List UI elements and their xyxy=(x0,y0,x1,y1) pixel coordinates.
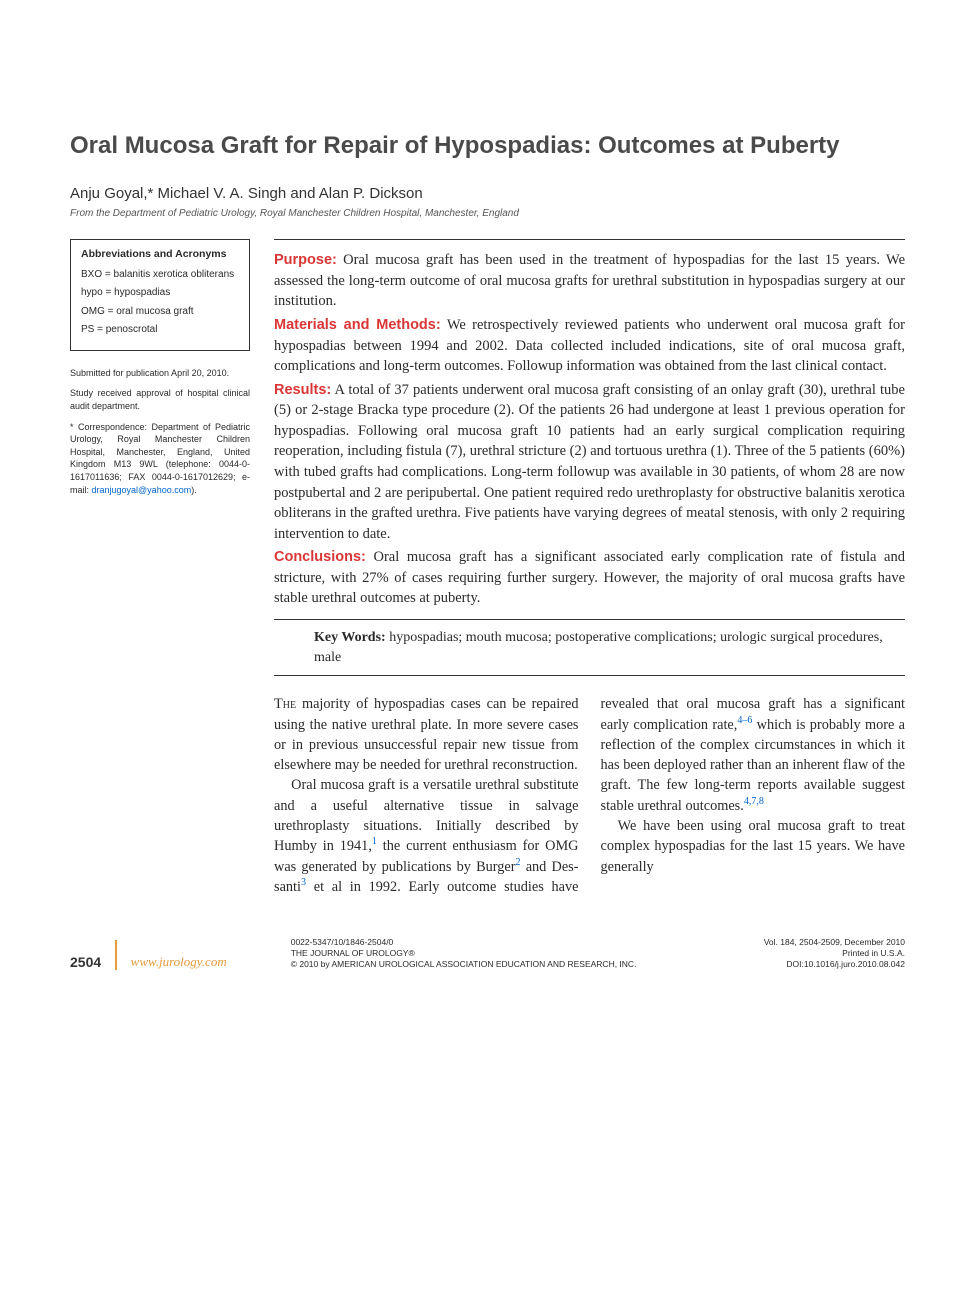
correspondence-text-post: ). xyxy=(191,485,197,495)
ref-4-6[interactable]: 4–6 xyxy=(737,715,752,726)
body-text: The majority of hypospadias cases can be… xyxy=(274,694,905,897)
body-p2c: and Des- xyxy=(521,859,579,875)
page-footer: 2504 www.jurology.com 0022-5347/10/1846-… xyxy=(70,937,905,970)
abbreviations-box: Abbreviations and Acronyms BXO = balanit… xyxy=(70,239,250,351)
conclusions-label: Conclusions: xyxy=(274,549,366,565)
purpose-text: Oral mucosa graft has been used in the t… xyxy=(274,252,905,309)
results-label: Results: xyxy=(274,382,331,398)
approval-note: Study received approval of hospital clin… xyxy=(70,387,250,412)
authors: Anju Goyal,* Michael V. A. Singh and Ala… xyxy=(70,185,905,202)
abstract-top-rule xyxy=(274,239,905,240)
abbrev-item: BXO = balanitis xerotica obliterans xyxy=(81,268,239,282)
body-p2d: santi xyxy=(274,879,301,895)
correspondence-note: * Correspondence: Department of Pediatri… xyxy=(70,421,250,497)
abbrev-heading: Abbreviations and Acronyms xyxy=(81,248,239,262)
methods-label: Materials and Methods: xyxy=(274,317,441,333)
footer-center: 0022-5347/10/1846-2504/0 THE JOURNAL OF … xyxy=(241,937,750,970)
body-p1-rest: majority of hypospadias cases can be rep… xyxy=(274,696,579,773)
results-text: A total of 37 patients underwent oral mu… xyxy=(274,382,905,542)
correspondence-email-link[interactable]: dranjugoyal@yahoo.com xyxy=(92,485,192,495)
footer-divider xyxy=(115,940,117,970)
keywords-bottom-rule xyxy=(274,675,905,676)
keywords-label: Key Words: xyxy=(314,630,386,645)
abstract-methods: Materials and Methods: We retrospectivel… xyxy=(274,315,905,377)
page-number: 2504 xyxy=(70,954,101,970)
body-p1: The majority of hypospadias cases can be… xyxy=(274,694,579,775)
footer-printed: Printed in U.S.A. xyxy=(764,948,905,959)
abstract-conclusions: Conclusions: Oral mucosa graft has a sig… xyxy=(274,547,905,609)
abbrev-item: OMG = oral mucosa graft xyxy=(81,305,239,319)
journal-url[interactable]: www.jurology.com xyxy=(131,954,227,970)
footer-journal: THE JOURNAL OF UROLOGY® xyxy=(291,948,750,959)
abstract-results: Results: A total of 37 patients underwen… xyxy=(274,380,905,545)
drop-word: The xyxy=(274,696,296,712)
footer-vol: Vol. 184, 2504-2509, December 2010 xyxy=(764,937,905,948)
footer-issn: 0022-5347/10/1846-2504/0 xyxy=(291,937,750,948)
body-p3: We have been using oral mucosa graft to … xyxy=(601,816,906,877)
conclusions-text: Oral mucosa graft has a significant asso… xyxy=(274,549,905,606)
affiliation: From the Department of Pediatric Urology… xyxy=(70,208,905,219)
content-column: Purpose: Oral mucosa graft has been used… xyxy=(274,239,905,897)
main-two-column: Abbreviations and Acronyms BXO = balanit… xyxy=(70,239,905,897)
abstract-purpose: Purpose: Oral mucosa graft has been used… xyxy=(274,250,905,312)
footer-doi: DOI:10.1016/j.juro.2010.08.042 xyxy=(764,959,905,970)
keywords-text: hypospadias; mouth mucosa; postoperative… xyxy=(314,630,883,665)
sidebar: Abbreviations and Acronyms BXO = balanit… xyxy=(70,239,250,897)
abbrev-item: hypo = hypospadias xyxy=(81,286,239,300)
ref-4-7-8[interactable]: 4,7,8 xyxy=(744,796,764,807)
footer-copyright: © 2010 by AMERICAN UROLOGICAL ASSOCIATIO… xyxy=(291,959,750,970)
submitted-note: Submitted for publication April 20, 2010… xyxy=(70,367,250,380)
purpose-label: Purpose: xyxy=(274,252,337,268)
keywords: Key Words: hypospadias; mouth mucosa; po… xyxy=(274,620,905,675)
abbrev-item: PS = penoscrotal xyxy=(81,323,239,337)
article-title: Oral Mucosa Graft for Repair of Hypospad… xyxy=(70,130,905,161)
footer-right: Vol. 184, 2504-2509, December 2010 Print… xyxy=(764,937,905,970)
